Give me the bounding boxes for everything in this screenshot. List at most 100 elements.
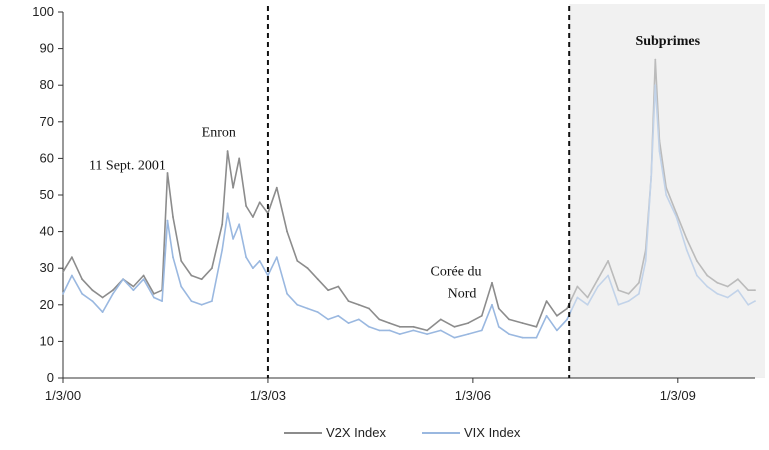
x-tick-label: 1/3/09 — [660, 388, 696, 403]
y-tick-label: 80 — [40, 77, 54, 92]
v2x-index-point — [232, 186, 235, 189]
v2x-index-point — [412, 325, 415, 328]
vix-index-point — [627, 300, 630, 302]
v2x-index-point — [535, 325, 538, 328]
vix-index-point — [607, 274, 609, 277]
vix-index-point — [638, 292, 640, 295]
v2x-index-point — [368, 307, 370, 310]
vix-index-point — [81, 292, 83, 295]
vix-index-point — [275, 256, 278, 259]
vix-index-point — [142, 278, 145, 281]
v2x-index-point — [747, 289, 750, 292]
v2x-index-point — [586, 296, 589, 299]
v2x-index-point — [566, 307, 568, 310]
vix-index-point — [190, 300, 193, 302]
vix-index-point — [508, 333, 510, 335]
v2x-index-point — [453, 325, 456, 328]
annotation-enron: Enron — [202, 125, 236, 140]
v2x-index-point — [142, 274, 145, 277]
v2x-index-point — [716, 281, 719, 284]
vix-index-point — [347, 322, 350, 324]
vix-index-point — [706, 285, 709, 288]
v2x-index-point — [597, 278, 599, 281]
v2x-index-point — [480, 314, 483, 317]
vix-index-point — [238, 223, 241, 226]
v2x-index-point — [378, 318, 381, 321]
v2x-index-point — [497, 307, 500, 310]
v2x-index-point — [71, 256, 73, 259]
vix-index-point — [211, 300, 213, 302]
overlay-layer — [571, 4, 765, 377]
vix-index-point — [258, 260, 261, 262]
y-tick-label: 50 — [40, 187, 54, 202]
v2x-index-point — [275, 186, 278, 189]
vix-index-point — [556, 329, 558, 332]
v2x-index-point — [491, 281, 493, 284]
vix-index-point — [675, 216, 678, 218]
vix-index-point — [576, 296, 579, 299]
vix-index-point — [453, 336, 456, 339]
y-tick-label: 0 — [47, 370, 54, 385]
v2x-index-point — [238, 157, 241, 160]
vix-index-point — [754, 300, 756, 302]
v2x-index-point — [180, 260, 183, 262]
v2x-index-point — [296, 260, 299, 262]
v2x-index-point — [556, 314, 558, 317]
annotations-layer: 11 Sept. 2001 Enron Corée du Nord Subprimes — [89, 34, 701, 302]
v2x-index-point — [521, 322, 524, 324]
vix-index-point — [491, 303, 493, 306]
vix-index-point — [252, 267, 254, 270]
v2x-index-point — [190, 274, 193, 277]
vix-index-point — [166, 219, 169, 222]
y-tick-label: 10 — [40, 333, 54, 348]
vix-index-point — [439, 329, 442, 332]
v2x-index-point — [166, 172, 169, 174]
v2x-index-point — [439, 318, 442, 321]
vix-index-point — [368, 325, 370, 328]
v2x-index-point — [508, 318, 510, 321]
v2x-index-point — [252, 216, 254, 218]
y-tick-label: 30 — [40, 260, 54, 275]
v2x-index-point — [426, 329, 428, 332]
vix-index-point — [716, 292, 719, 295]
vix-index-point — [161, 300, 164, 302]
vix-index-point — [545, 314, 548, 317]
v2x-index-point — [398, 325, 401, 328]
vix-index-point — [586, 303, 589, 306]
y-tick-label: 60 — [40, 150, 54, 165]
vix-index-point — [617, 303, 620, 306]
v2x-index-point — [576, 285, 579, 288]
axis-layer: 0 10 20 30 40 50 60 70 80 90 100 1/3/00 1/3/03 1/3/06… — [32, 4, 755, 403]
vix-index-point — [112, 292, 114, 295]
v2x-index-point — [706, 274, 709, 277]
vix-index-point — [337, 314, 340, 317]
vix-index-point — [153, 296, 155, 299]
v2x-index-point — [226, 150, 229, 153]
vix-index-point — [180, 285, 183, 288]
x-tick-label: 1/3/03 — [250, 388, 286, 403]
vertical-lines-layer — [266, 6, 571, 378]
vix-index-point — [658, 150, 661, 153]
annotation-cor-e-du: Corée du — [431, 265, 482, 280]
x-tick-label: 1/3/00 — [45, 388, 81, 403]
vix-index-point — [245, 256, 248, 259]
v2x-index-point — [696, 260, 698, 262]
v2x-index-point — [62, 271, 64, 273]
v2x-index-point — [245, 205, 248, 207]
v2x-index-point — [211, 267, 213, 270]
vix-index-point — [172, 256, 174, 259]
v2x-index-point — [388, 322, 391, 324]
vix-index-point — [747, 303, 750, 306]
vix-index-point — [412, 329, 415, 332]
vix-index-point — [737, 289, 739, 292]
vix-index-point — [726, 296, 729, 299]
vix-index-point — [62, 292, 64, 295]
legend-label-v2x: V2X Index — [326, 425, 386, 440]
vix-index-point — [597, 285, 599, 288]
vix-index-point — [378, 329, 381, 332]
vix-index-point — [122, 278, 124, 281]
v2x-index-point — [675, 212, 678, 215]
v2x-index-point — [607, 260, 609, 262]
vix-index-point — [480, 329, 483, 332]
